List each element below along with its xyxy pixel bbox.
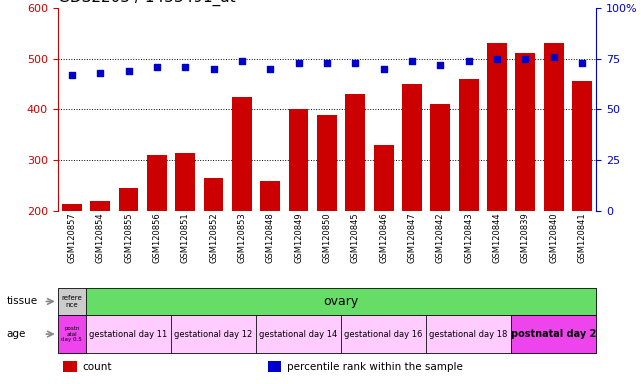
- Text: gestational day 16: gestational day 16: [344, 329, 423, 339]
- Point: [294, 60, 304, 66]
- Text: gestational day 11: gestational day 11: [89, 329, 168, 339]
- Bar: [426, 315, 511, 353]
- Text: gestational day 18: gestational day 18: [429, 329, 508, 339]
- Text: tissue: tissue: [6, 296, 38, 306]
- Text: gestational day 14: gestational day 14: [260, 329, 338, 339]
- Bar: [260, 181, 280, 211]
- Bar: [256, 315, 341, 353]
- Bar: [345, 94, 365, 211]
- Point: [407, 58, 417, 64]
- Bar: [430, 104, 450, 211]
- Point: [152, 64, 162, 70]
- Text: postn
atal
day 0.5: postn atal day 0.5: [62, 326, 82, 343]
- Bar: [58, 288, 86, 315]
- Bar: [374, 145, 394, 211]
- Bar: [204, 178, 224, 211]
- Point: [124, 68, 134, 74]
- Bar: [459, 79, 479, 211]
- Text: postnatal day 2: postnatal day 2: [511, 329, 596, 339]
- Bar: [487, 43, 507, 211]
- Text: percentile rank within the sample: percentile rank within the sample: [287, 362, 462, 372]
- Point: [463, 58, 474, 64]
- Bar: [572, 81, 592, 211]
- Point: [350, 60, 360, 66]
- Point: [208, 66, 219, 72]
- Point: [67, 72, 77, 78]
- Bar: [288, 109, 308, 211]
- Point: [237, 58, 247, 64]
- Bar: [119, 188, 138, 211]
- Bar: [58, 315, 86, 353]
- Bar: [86, 315, 171, 353]
- Text: refere
nce: refere nce: [62, 295, 82, 308]
- Bar: [515, 53, 535, 211]
- Point: [577, 60, 587, 66]
- Bar: [232, 97, 252, 211]
- Point: [180, 64, 190, 70]
- Bar: [402, 84, 422, 211]
- Text: ovary: ovary: [324, 295, 359, 308]
- Bar: [62, 204, 82, 211]
- Bar: [268, 361, 281, 372]
- Bar: [317, 114, 337, 211]
- Point: [520, 56, 530, 62]
- Point: [435, 61, 445, 68]
- Bar: [63, 361, 76, 372]
- Point: [265, 66, 276, 72]
- Text: count: count: [82, 362, 112, 372]
- Point: [549, 53, 559, 60]
- Point: [378, 66, 388, 72]
- Point: [95, 70, 105, 76]
- Bar: [544, 43, 563, 211]
- Bar: [147, 155, 167, 211]
- Bar: [90, 201, 110, 211]
- Point: [492, 56, 502, 62]
- Text: age: age: [6, 329, 26, 339]
- Point: [322, 60, 332, 66]
- Bar: [175, 153, 195, 211]
- Bar: [341, 315, 426, 353]
- Text: gestational day 12: gestational day 12: [174, 329, 253, 339]
- Bar: [511, 315, 596, 353]
- Text: GDS2203 / 1433491_at: GDS2203 / 1433491_at: [58, 0, 235, 6]
- Bar: [171, 315, 256, 353]
